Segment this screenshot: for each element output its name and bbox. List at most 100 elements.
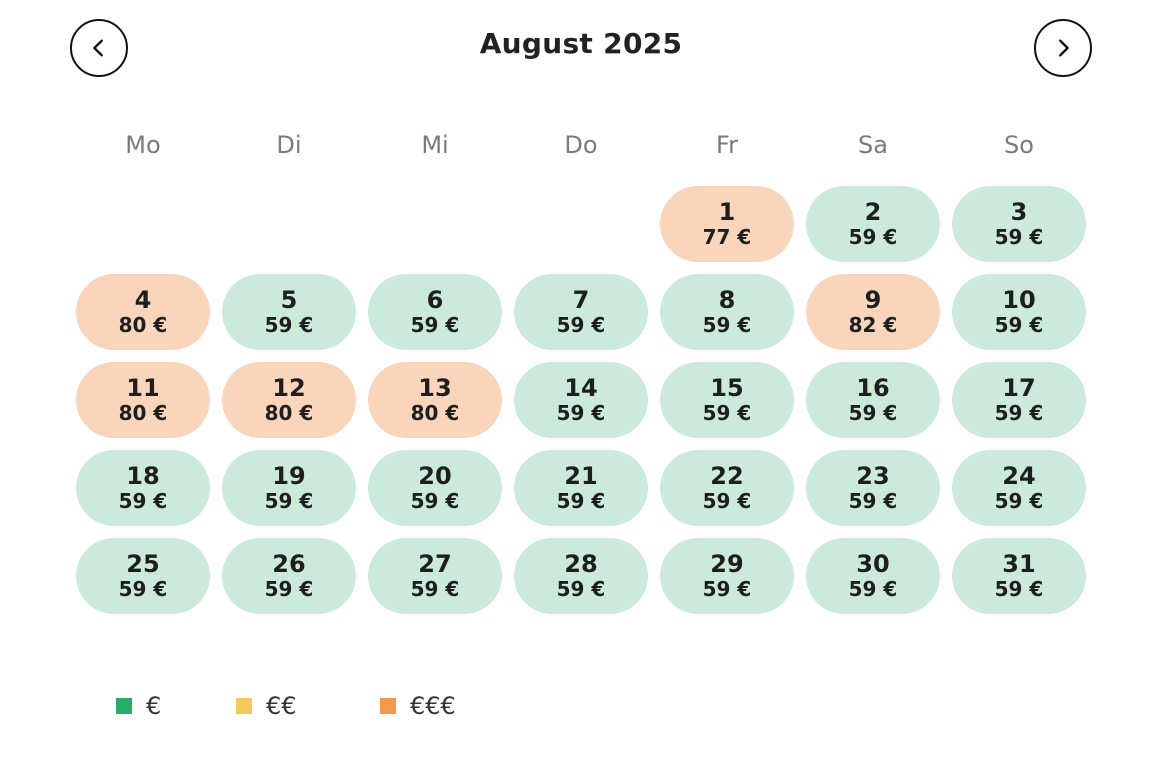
calendar-day[interactable]: 7 59 € — [514, 274, 648, 350]
day-number: 19 — [272, 462, 306, 490]
day-price: 59 € — [994, 313, 1044, 337]
day-price: 59 € — [556, 489, 606, 513]
day-number: 18 — [126, 462, 160, 490]
day-number: 2 — [864, 198, 882, 226]
day-number: 1 — [718, 198, 736, 226]
day-number: 16 — [856, 374, 890, 402]
day-number: 27 — [418, 550, 452, 578]
day-price: 80 € — [118, 313, 168, 337]
day-number: 22 — [710, 462, 744, 490]
day-price: 59 € — [994, 489, 1044, 513]
day-price: 59 € — [410, 313, 460, 337]
day-number: 23 — [856, 462, 890, 490]
calendar-day[interactable]: 2 59 € — [806, 186, 940, 262]
weekday-label: Do — [564, 131, 598, 159]
calendar-day[interactable]: 1 77 € — [660, 186, 794, 262]
day-price: 59 € — [702, 577, 752, 601]
day-price: 59 € — [848, 577, 898, 601]
calendar-day[interactable]: 23 59 € — [806, 450, 940, 526]
calendar-day[interactable]: 14 59 € — [514, 362, 648, 438]
month-title: August 2025 — [479, 27, 683, 60]
day-number: 24 — [1002, 462, 1036, 490]
legend-swatch — [380, 698, 396, 714]
calendar-day[interactable]: 9 82 € — [806, 274, 940, 350]
calendar-day[interactable]: 13 80 € — [368, 362, 502, 438]
calendar-day[interactable]: 12 80 € — [222, 362, 356, 438]
prev-month-button[interactable] — [70, 19, 128, 77]
day-price: 59 € — [848, 225, 898, 249]
day-price: 59 € — [410, 577, 460, 601]
chevron-left-icon — [93, 39, 103, 57]
day-number: 10 — [1002, 286, 1036, 314]
day-number: 28 — [564, 550, 598, 578]
day-number: 31 — [1002, 550, 1036, 578]
next-month-button[interactable] — [1034, 19, 1092, 77]
day-number: 6 — [426, 286, 444, 314]
calendar-day[interactable]: 27 59 € — [368, 538, 502, 614]
calendar-day[interactable]: 15 59 € — [660, 362, 794, 438]
calendar-day[interactable]: 26 59 € — [222, 538, 356, 614]
day-price: 59 € — [410, 489, 460, 513]
calendar-day[interactable]: 5 59 € — [222, 274, 356, 350]
calendar-day[interactable]: 22 59 € — [660, 450, 794, 526]
calendar-day[interactable]: 11 80 € — [76, 362, 210, 438]
legend-item: €€€ — [380, 688, 456, 724]
calendar-day[interactable]: 16 59 € — [806, 362, 940, 438]
day-price: 59 € — [556, 401, 606, 425]
day-price: 59 € — [118, 577, 168, 601]
calendar-grid: 1 77 €2 59 €3 59 €4 80 €5 59 €6 59 €7 59 €8 59 €… — [76, 186, 1086, 614]
day-number: 25 — [126, 550, 160, 578]
calendar-day[interactable]: 18 59 € — [76, 450, 210, 526]
day-number: 20 — [418, 462, 452, 490]
legend-item: €€ — [236, 688, 297, 724]
weekday-label: Mo — [125, 131, 161, 159]
legend-swatch — [116, 698, 132, 714]
weekday-label: Sa — [858, 131, 888, 159]
calendar-day[interactable]: 24 59 € — [952, 450, 1086, 526]
day-number: 13 — [418, 374, 452, 402]
legend-item: € — [116, 688, 161, 724]
day-number: 9 — [864, 286, 882, 314]
calendar-day[interactable]: 29 59 € — [660, 538, 794, 614]
calendar-day[interactable]: 20 59 € — [368, 450, 502, 526]
day-number: 5 — [280, 286, 298, 314]
day-number: 15 — [710, 374, 744, 402]
day-price: 59 € — [264, 313, 314, 337]
day-number: 14 — [564, 374, 598, 402]
day-price: 59 € — [994, 225, 1044, 249]
calendar-day[interactable]: 19 59 € — [222, 450, 356, 526]
day-price: 80 € — [118, 401, 168, 425]
calendar-day[interactable]: 28 59 € — [514, 538, 648, 614]
day-number: 26 — [272, 550, 306, 578]
day-number: 12 — [272, 374, 306, 402]
calendar-day[interactable]: 30 59 € — [806, 538, 940, 614]
day-price: 59 € — [994, 401, 1044, 425]
calendar-day[interactable]: 31 59 € — [952, 538, 1086, 614]
calendar-day[interactable]: 4 80 € — [76, 274, 210, 350]
day-price: 59 € — [118, 489, 168, 513]
day-price: 59 € — [848, 489, 898, 513]
weekday-label: Di — [276, 131, 302, 159]
day-price: 80 € — [410, 401, 460, 425]
calendar-day[interactable]: 10 59 € — [952, 274, 1086, 350]
weekday-label: So — [1004, 131, 1034, 159]
day-number: 3 — [1010, 198, 1028, 226]
calendar-day[interactable]: 3 59 € — [952, 186, 1086, 262]
calendar-day[interactable]: 17 59 € — [952, 362, 1086, 438]
legend-swatch — [236, 698, 252, 714]
day-number: 30 — [856, 550, 890, 578]
calendar-day[interactable]: 21 59 € — [514, 450, 648, 526]
calendar-day[interactable]: 25 59 € — [76, 538, 210, 614]
day-price: 59 € — [264, 489, 314, 513]
day-price: 59 € — [848, 401, 898, 425]
calendar-day[interactable]: 8 59 € — [660, 274, 794, 350]
chevron-right-icon — [1059, 39, 1069, 57]
day-number: 11 — [126, 374, 160, 402]
day-number: 4 — [134, 286, 152, 314]
legend-label: € — [146, 692, 162, 720]
legend-label: €€ — [266, 692, 297, 720]
day-number: 29 — [710, 550, 744, 578]
day-number: 7 — [572, 286, 590, 314]
calendar-day[interactable]: 6 59 € — [368, 274, 502, 350]
day-price: 80 € — [264, 401, 314, 425]
